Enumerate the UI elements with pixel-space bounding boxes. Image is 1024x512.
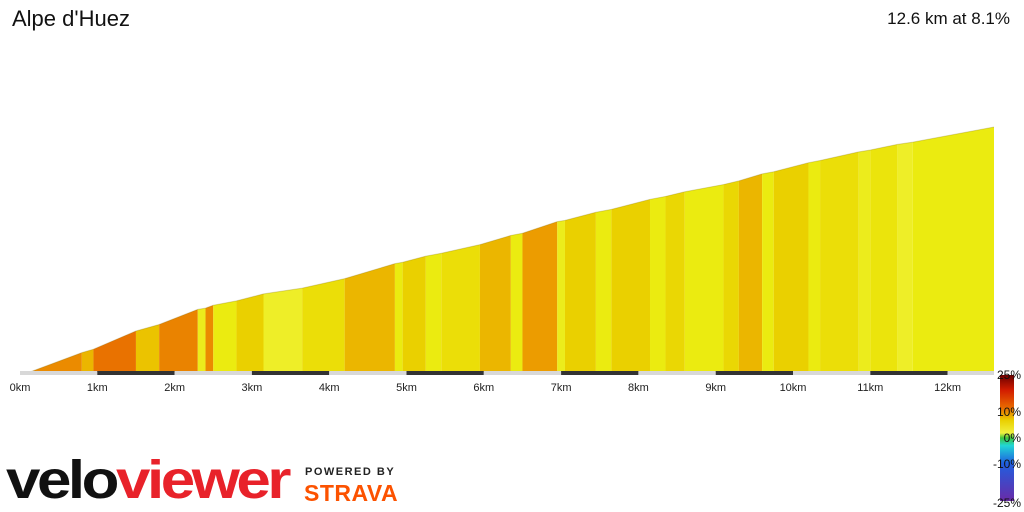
profile-segment <box>395 262 403 372</box>
profile-segment <box>723 181 738 372</box>
axis-km-band <box>175 371 252 375</box>
profile-segment <box>913 127 994 372</box>
profile-segment <box>480 235 511 372</box>
profile-segment <box>557 220 565 372</box>
profile-segment <box>198 308 206 372</box>
x-tick-label: 9km <box>705 382 726 394</box>
profile-segment <box>870 144 897 372</box>
legend-label-minus10: -10% <box>961 457 1021 471</box>
strava-logo: STRAVA <box>304 480 398 507</box>
profile-segment <box>762 172 774 372</box>
profile-segment <box>206 305 214 372</box>
axis-km-band <box>407 371 484 375</box>
profile-segment <box>897 142 912 372</box>
axis-km-band <box>716 371 793 375</box>
profile-segment <box>511 233 523 372</box>
x-tick-label: 12km <box>934 382 961 394</box>
legend-label-minus25: -25% <box>961 496 1021 510</box>
profile-segments <box>20 127 994 372</box>
x-tick-label: 10km <box>780 382 807 394</box>
x-tick-label: 6km <box>473 382 494 394</box>
profile-segment <box>596 209 611 372</box>
legend-label-10: 10% <box>961 405 1021 419</box>
legend-label-25: 25% <box>961 368 1021 382</box>
profile-segment <box>159 309 198 372</box>
profile-segment <box>774 163 809 372</box>
profile-segment <box>650 196 665 372</box>
profile-segment <box>264 288 303 372</box>
x-tick-label: 3km <box>242 382 263 394</box>
profile-segment <box>136 325 159 372</box>
x-tick-label: 8km <box>628 382 649 394</box>
profile-segment <box>302 279 345 372</box>
x-tick-label: 11km <box>857 382 883 394</box>
axis-km-band <box>252 371 329 375</box>
profile-segment <box>213 301 236 372</box>
x-tick-label: 4km <box>319 382 340 394</box>
profile-segment <box>93 331 136 372</box>
profile-segment <box>403 256 426 372</box>
profile-segment <box>565 212 596 372</box>
x-tick-label: 7km <box>551 382 572 394</box>
profile-segment <box>859 150 871 372</box>
profile-segment <box>236 294 263 372</box>
profile-segment <box>685 185 724 372</box>
powered-by-label: POWERED BY <box>305 466 395 478</box>
profile-segment <box>665 192 684 372</box>
profile-segment <box>426 253 441 372</box>
axis-km-band <box>97 371 174 375</box>
legend-label-0: 0% <box>961 431 1021 445</box>
distance-axis: 0km 1km 2km 3km 4km 5km 6km 7km 8km 9km 10km 11km 12… <box>10 371 994 394</box>
x-tick-label: 2km <box>164 382 185 394</box>
axis-km-band <box>329 371 406 375</box>
profile-segment <box>345 264 395 372</box>
axis-km-band <box>793 371 870 375</box>
profile-segment <box>820 152 859 372</box>
x-tick-label: 5km <box>396 382 417 394</box>
profile-segment <box>441 245 480 372</box>
axis-km-band <box>484 371 561 375</box>
axis-km-band <box>870 371 947 375</box>
profile-segment <box>739 174 762 372</box>
profile-segment <box>808 161 820 372</box>
veloviewer-logo: velo viewer <box>6 448 296 508</box>
axis-km-band <box>20 371 97 375</box>
profile-segment <box>522 222 557 372</box>
axis-km-band <box>638 371 715 375</box>
x-tick-label: 0km <box>10 382 31 394</box>
x-tick-label: 1km <box>87 382 108 394</box>
axis-km-band <box>561 371 638 375</box>
profile-segment <box>611 199 650 372</box>
